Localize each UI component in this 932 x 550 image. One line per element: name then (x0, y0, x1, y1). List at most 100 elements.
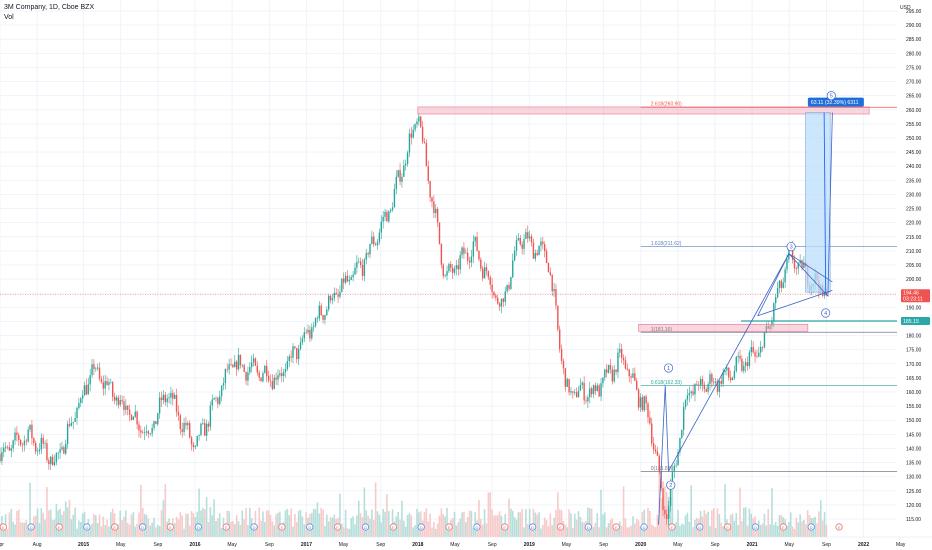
volume-bar (637, 520, 640, 537)
candle-body (564, 368, 567, 387)
volume-bar (0, 523, 1, 537)
candle-body (391, 207, 394, 210)
volume-bar (318, 513, 321, 537)
candle-body (252, 358, 255, 363)
volume-bar (66, 507, 69, 537)
y-tick-label: 205.00 (906, 263, 922, 269)
x-tick-label: Sep (265, 542, 274, 548)
candle-body (444, 275, 446, 277)
earnings-marker-icon (278, 523, 286, 531)
x-tick-label: Sep (599, 542, 608, 548)
candle-body (545, 251, 548, 264)
volume-bar (34, 515, 37, 537)
volume-bar (233, 524, 236, 537)
candle-body (427, 166, 429, 182)
candle-body (600, 383, 602, 397)
volume-bar (224, 528, 227, 537)
fib-level-label: 1(181.16) (651, 327, 673, 333)
volume-bar (93, 514, 95, 537)
candle-body (718, 380, 721, 392)
volume-bar (645, 527, 647, 537)
candle-body (350, 277, 352, 281)
candle-body (279, 373, 281, 376)
volume-bar (23, 522, 26, 537)
volume-bar (703, 509, 706, 537)
volume-bar (51, 519, 54, 537)
candle-body (594, 385, 597, 391)
support-level-tag (901, 317, 930, 326)
volume-bar (493, 515, 495, 537)
volume-bar (799, 514, 801, 537)
candle-body (4, 446, 7, 448)
volume-bar (382, 508, 384, 537)
volume-bar (119, 510, 122, 537)
candle-body (436, 208, 439, 223)
volume-bar (380, 522, 383, 537)
volume-bar (722, 526, 724, 537)
candle-body (478, 250, 480, 260)
candle-body (562, 360, 565, 369)
candle-body (219, 396, 221, 404)
candle-body (532, 242, 535, 259)
candle-body (72, 421, 74, 423)
volume-bar (140, 484, 142, 537)
volume-bar (158, 525, 161, 537)
candle-body (127, 405, 129, 410)
volume-bar (759, 524, 762, 537)
volume-bar (498, 511, 501, 537)
event-marker-letter: D (754, 525, 757, 530)
candle-body (690, 391, 692, 394)
candle-body (181, 429, 183, 432)
volume-bar (519, 512, 522, 537)
candle-body (630, 376, 632, 378)
candle-body (694, 384, 696, 395)
candle-body (470, 256, 473, 263)
volume-bar (716, 508, 719, 537)
candle-body (472, 241, 475, 257)
candle-body (590, 388, 593, 395)
candle-body (217, 397, 219, 404)
earnings-marker-icon (166, 523, 175, 531)
candle-body (363, 259, 366, 276)
volume-bar (243, 519, 245, 537)
candle-body (258, 372, 260, 378)
candle-body (21, 444, 24, 446)
wave-count-path (658, 112, 833, 525)
candle-body (508, 284, 510, 289)
volume-bar (363, 487, 366, 537)
volume-bar (324, 526, 326, 537)
candle-body (241, 365, 243, 366)
volume-bar (613, 525, 615, 537)
y-tick-label: 145.00 (906, 432, 922, 438)
candle-body (604, 369, 606, 378)
earnings-marker-icon (724, 523, 732, 531)
candle-body (393, 188, 396, 208)
candle-body (741, 358, 743, 371)
candle-body (74, 418, 76, 422)
symbol-title[interactable]: 3M Company, 1D, Cboe BZX (4, 4, 95, 11)
candle-body (401, 176, 403, 182)
volume-bar (694, 519, 696, 537)
candle-body (6, 446, 9, 448)
candle-body (95, 368, 97, 370)
candle-body (480, 259, 482, 269)
candle-body (636, 380, 638, 390)
volume-bar (634, 523, 636, 537)
volume-bar (376, 511, 379, 537)
candle-body (224, 369, 227, 384)
volume-bar (149, 525, 152, 537)
volume-bar (457, 522, 460, 537)
candle-body (380, 221, 382, 233)
volume-bar (510, 508, 512, 537)
candle-body (264, 365, 266, 374)
volume-bar (620, 525, 623, 537)
volume-bar (408, 512, 411, 537)
candle-body (312, 326, 315, 328)
candle-body (78, 402, 80, 408)
candle-body (575, 392, 578, 398)
volume-bar (506, 527, 508, 537)
event-marker-letter: E (113, 525, 116, 530)
candle-body (202, 423, 204, 424)
candle-body (709, 374, 711, 385)
